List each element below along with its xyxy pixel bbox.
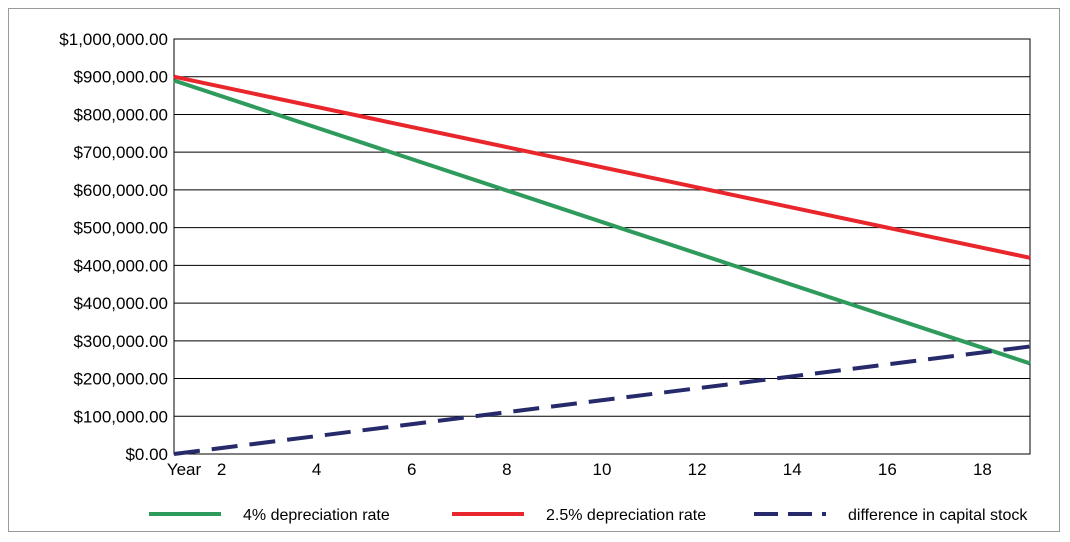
y-tick-label: $400,000.00 [73, 256, 168, 275]
y-tick-label: $800,000.00 [73, 105, 168, 124]
y-tick-label: $700,000.00 [73, 143, 168, 162]
series-line-0 [173, 78, 1031, 366]
series-line-2 [173, 344, 1031, 456]
x-tick-label: 16 [878, 460, 897, 479]
x-axis-tick-labels: Year 2 4 6 8 10 12 14 16 18 [167, 460, 992, 479]
x-tick-label: 14 [783, 460, 802, 479]
y-tick-label: $200,000.00 [73, 370, 168, 389]
y-tick-label: $1,000,000.00 [59, 30, 168, 49]
legend-label-0: 4% depreciation rate [243, 507, 390, 524]
y-tick-label: $0.00 [125, 445, 168, 464]
x-tick-label: 18 [973, 460, 992, 479]
x-tick-label: 2 [217, 460, 226, 479]
y-tick-label: $300,000.00 [73, 332, 168, 351]
legend-label-2: difference in capital stock [848, 507, 1028, 524]
series-lines [173, 74, 1031, 456]
y-axis-tick-labels: $0.00 $100,000.00 $200,000.00 $300,000.00 $4… [59, 30, 168, 464]
legend: 4% depreciation rate 2.5% depreciation ra… [149, 507, 1028, 524]
x-tick-label: Year [167, 460, 202, 479]
x-tick-label: 4 [312, 460, 321, 479]
y-tick-label: $500,000.00 [73, 219, 168, 238]
y-tick-label: $900,000.00 [73, 68, 168, 87]
line-chart: $0.00 $100,000.00 $200,000.00 $300,000.00 $4… [59, 30, 1031, 524]
y-tick-label: $100,000.00 [73, 407, 168, 426]
x-tick-label: 12 [688, 460, 707, 479]
x-tick-label: 8 [502, 460, 511, 479]
plot-area-border [173, 38, 1031, 455]
y-tick-label: $600,000.00 [73, 181, 168, 200]
x-tick-label: 10 [593, 460, 612, 479]
x-tick-label: 6 [407, 460, 416, 479]
series-line-1 [173, 74, 1031, 260]
chart-frame: $0.00 $100,000.00 $200,000.00 $300,000.00 $4… [8, 8, 1060, 532]
legend-label-1: 2.5% depreciation rate [546, 507, 706, 524]
y-tick-label: $400,000.00 [73, 294, 168, 313]
grid-lines [174, 76, 1030, 417]
